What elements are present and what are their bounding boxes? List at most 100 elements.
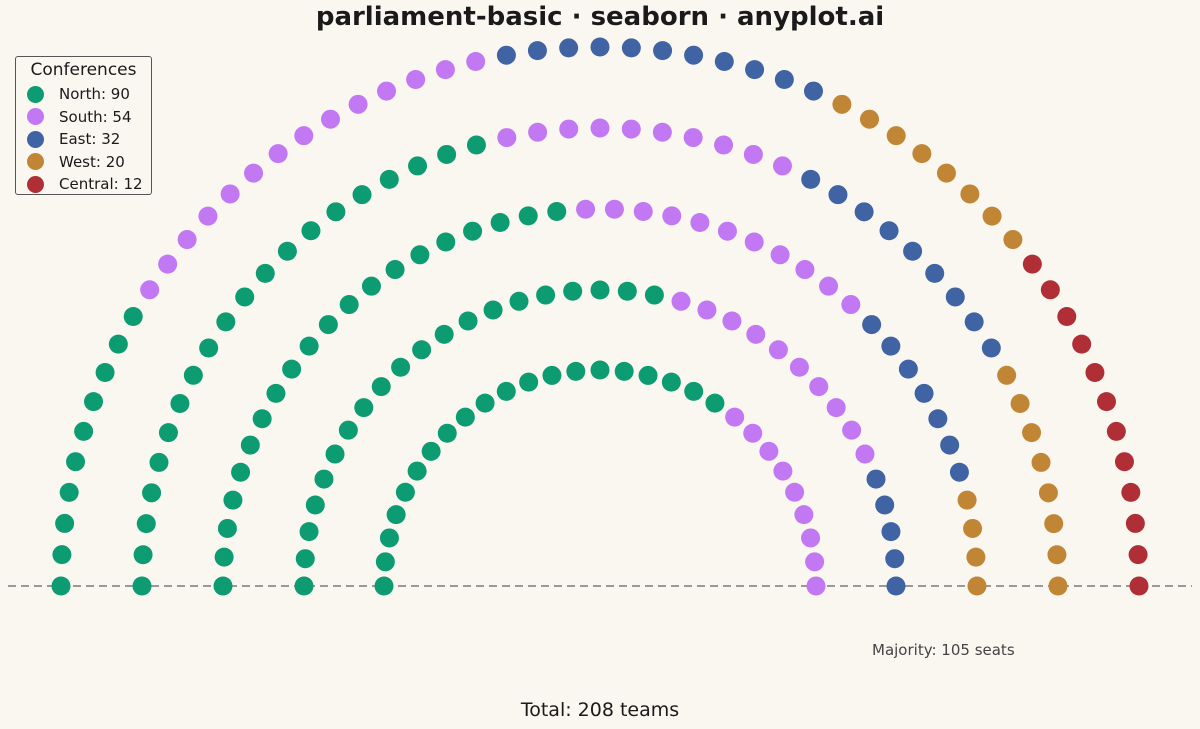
seat-north — [375, 552, 395, 572]
seat-south — [604, 199, 624, 219]
seat-east — [940, 435, 960, 455]
majority-label: Majority: 105 seats — [872, 641, 1015, 659]
seat-north — [51, 576, 71, 596]
seat-north — [437, 144, 457, 164]
seat-west — [1010, 394, 1030, 414]
seat-north — [463, 221, 483, 241]
seat-west — [1048, 576, 1068, 596]
seat-north — [295, 549, 315, 569]
seat-east — [875, 495, 895, 515]
seat-north — [326, 202, 346, 222]
legend-item-central: Central: 12 — [27, 174, 143, 194]
seat-north — [490, 212, 510, 232]
seat-north — [644, 285, 664, 305]
seat-west — [912, 144, 932, 164]
seat-south — [406, 70, 426, 90]
seat-south — [559, 119, 579, 139]
seat-north — [566, 361, 586, 381]
seat-south — [466, 52, 486, 72]
seat-central — [1129, 576, 1149, 596]
seat-north — [158, 423, 178, 443]
seat-west — [1031, 452, 1051, 472]
seat-north — [617, 281, 637, 301]
seat-east — [745, 60, 765, 80]
seat-north — [496, 381, 516, 401]
seat-west — [966, 547, 986, 567]
seat-west — [1022, 423, 1042, 443]
seat-south — [576, 199, 596, 219]
seat-north — [434, 324, 454, 344]
seat-north — [266, 383, 286, 403]
seat-north — [199, 338, 219, 358]
seat-south — [809, 377, 829, 397]
seat-south — [671, 291, 691, 311]
seat-north — [379, 528, 399, 548]
seat-south — [244, 163, 264, 183]
seat-north — [509, 291, 529, 311]
seat-north — [136, 514, 156, 534]
seat-north — [277, 241, 297, 261]
seat-north — [183, 365, 203, 385]
legend-title: Conferences — [30, 60, 137, 80]
seat-east — [945, 287, 965, 307]
seat-north — [638, 365, 658, 385]
seat-north — [305, 495, 325, 515]
legend-label-west: West: 20 — [59, 152, 125, 171]
seat-east — [925, 263, 945, 283]
seat-north — [458, 311, 478, 331]
seat-north — [133, 545, 153, 565]
seat-north — [395, 482, 415, 502]
seat-south — [794, 505, 814, 525]
seat-north — [213, 576, 233, 596]
seat-north — [52, 545, 72, 565]
seat-south — [826, 398, 846, 418]
seat-south — [801, 528, 821, 548]
seat-north — [410, 245, 430, 265]
legend-marker-south — [27, 108, 44, 125]
legend-label-east: East: 32 — [59, 130, 121, 148]
seat-west — [860, 109, 879, 129]
legend-marker-west — [27, 153, 44, 170]
seat-south — [744, 232, 764, 252]
seat-north — [386, 505, 406, 525]
seat-east — [914, 383, 934, 403]
seat-north — [282, 359, 302, 379]
seat-north — [421, 441, 441, 461]
seat-north — [123, 307, 143, 326]
seat-central — [1022, 254, 1042, 274]
seat-central — [1121, 482, 1141, 502]
legend-item-west: West: 20 — [27, 152, 125, 172]
seat-west — [960, 184, 980, 204]
seat-south — [743, 423, 763, 443]
seat-east — [621, 38, 641, 58]
seat-east — [903, 241, 923, 261]
seat-west — [967, 576, 987, 596]
seat-east — [801, 169, 821, 189]
seat-south — [770, 245, 790, 265]
seat-west — [1003, 230, 1023, 250]
seat-east — [854, 202, 874, 222]
seat-central — [1096, 392, 1116, 412]
legend-label-central: Central: 12 — [59, 175, 143, 193]
seat-central — [1072, 334, 1092, 354]
seat-south — [268, 144, 288, 164]
seat-north — [391, 357, 411, 377]
seat-north — [590, 280, 610, 300]
seat-south — [294, 126, 314, 146]
seat-central — [1125, 513, 1145, 533]
seat-north — [547, 201, 567, 221]
seat-north — [255, 263, 275, 283]
seat-east — [559, 38, 579, 58]
seat-north — [466, 135, 486, 155]
seat-north — [371, 377, 391, 397]
seat-north — [385, 260, 405, 280]
seat-south — [697, 300, 717, 320]
seat-south — [773, 461, 793, 481]
seat-east — [885, 549, 905, 569]
seat-west — [886, 126, 906, 146]
seat-south — [841, 295, 861, 315]
seat-south — [621, 119, 641, 139]
seat-south — [177, 230, 197, 250]
seat-south — [198, 206, 218, 226]
seat-east — [879, 221, 899, 241]
